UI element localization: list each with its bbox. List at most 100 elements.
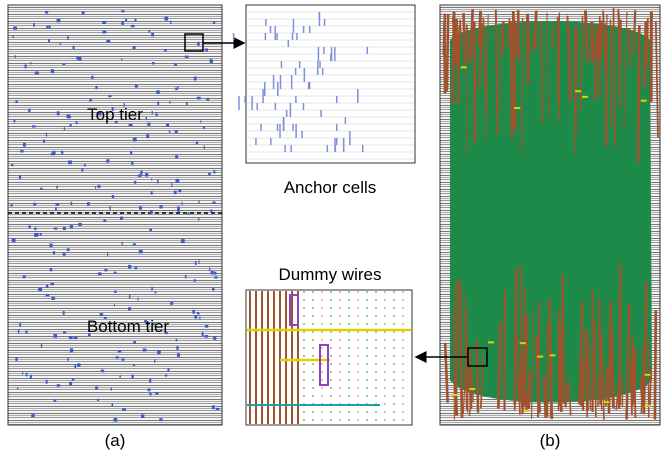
cell — [121, 241, 123, 245]
cell — [149, 392, 152, 396]
cell — [176, 346, 179, 350]
cell — [144, 320, 147, 324]
cell — [14, 55, 16, 58]
cell — [149, 228, 152, 232]
wire — [550, 25, 555, 49]
cell — [132, 243, 136, 246]
cell — [69, 124, 72, 127]
wire — [465, 24, 471, 63]
anchor-cell — [274, 103, 277, 110]
cell — [25, 330, 28, 334]
cell — [53, 399, 57, 402]
cell — [167, 368, 170, 372]
cell — [119, 375, 121, 378]
cell — [71, 378, 75, 381]
cell — [137, 174, 142, 177]
cell — [133, 341, 136, 344]
cell — [113, 271, 117, 274]
anchor-cell — [308, 82, 311, 89]
anchor-cell — [270, 138, 272, 145]
anchor-cell — [292, 124, 294, 131]
cell — [180, 239, 185, 244]
cell — [11, 238, 16, 243]
cell — [33, 202, 37, 206]
wire — [584, 329, 589, 418]
cell — [114, 120, 118, 124]
cell — [181, 201, 183, 206]
anchor-cell — [260, 124, 262, 131]
cell — [166, 123, 170, 127]
cell — [30, 62, 32, 65]
cell — [164, 49, 167, 52]
anchor-cell — [323, 47, 325, 54]
anchor-cell — [295, 96, 297, 103]
wire — [604, 366, 609, 406]
wire-block — [319, 344, 329, 386]
cell — [154, 290, 157, 294]
anchor-cell — [302, 26, 305, 33]
cell — [50, 282, 54, 286]
cell — [121, 10, 125, 13]
anchor-cell — [303, 68, 306, 82]
cell — [18, 175, 22, 179]
cell — [69, 381, 73, 386]
wire — [644, 404, 651, 407]
cell — [42, 139, 46, 143]
wire — [531, 25, 537, 51]
layout-top-bottom — [7, 4, 223, 426]
cell — [212, 201, 216, 205]
wire — [511, 10, 517, 131]
anchor-cell — [335, 124, 338, 131]
wire — [523, 314, 529, 406]
wire — [631, 369, 637, 405]
cell — [157, 101, 160, 105]
cell — [74, 364, 77, 369]
cell — [108, 95, 112, 98]
anchor-cell — [342, 138, 345, 152]
anchor-cell — [361, 145, 364, 152]
cell — [214, 271, 217, 275]
cell — [55, 207, 57, 211]
cell — [212, 287, 215, 291]
anchor-cell — [292, 19, 295, 33]
cell — [201, 332, 204, 337]
cell — [199, 316, 201, 320]
cell — [198, 200, 200, 204]
cell — [173, 190, 177, 195]
cell — [208, 172, 211, 176]
wire — [587, 344, 592, 410]
cell — [151, 286, 153, 291]
anchor-cell — [279, 75, 282, 89]
wire — [568, 378, 572, 416]
cell — [53, 334, 58, 338]
dummy-inset — [245, 289, 413, 426]
cell — [175, 155, 179, 159]
cell — [66, 248, 70, 252]
cell — [113, 303, 115, 307]
wire — [530, 310, 535, 419]
wire — [654, 21, 659, 138]
wire — [496, 322, 503, 409]
wire — [524, 390, 528, 411]
cell — [187, 212, 190, 215]
anchor-cell — [334, 47, 336, 61]
cell — [31, 414, 35, 418]
cell — [157, 350, 161, 355]
cell — [134, 18, 137, 22]
wire — [516, 336, 521, 415]
cell — [177, 206, 180, 211]
cell — [45, 379, 48, 384]
cell — [121, 58, 123, 61]
cell — [107, 253, 109, 257]
cell — [196, 312, 200, 315]
wire — [600, 20, 603, 59]
cell — [150, 191, 153, 195]
wire — [506, 18, 511, 49]
cell — [154, 359, 156, 363]
anchor-cell — [282, 117, 285, 131]
anchor-cell — [323, 19, 326, 26]
wire — [471, 368, 474, 403]
cell — [72, 45, 75, 50]
cell — [67, 36, 69, 40]
